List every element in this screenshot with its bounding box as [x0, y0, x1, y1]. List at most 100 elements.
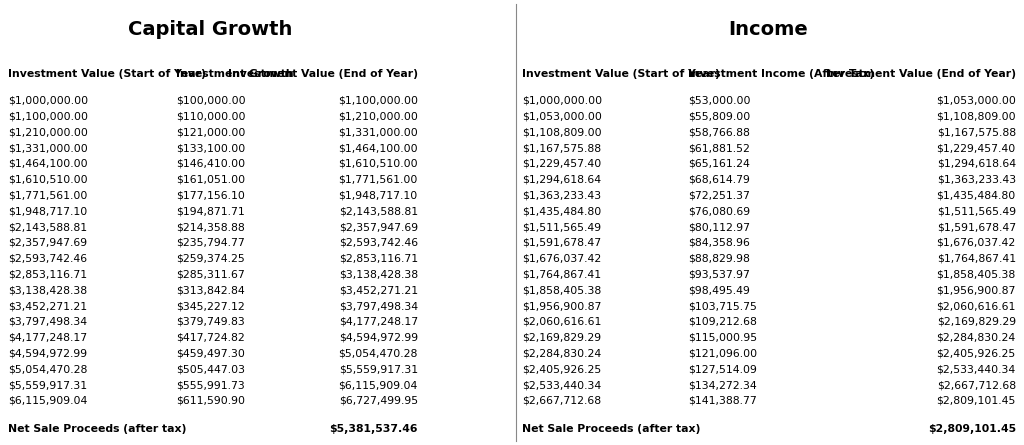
Text: $5,559,917.31: $5,559,917.31 — [339, 364, 418, 374]
Text: $93,537.97: $93,537.97 — [688, 269, 750, 279]
Text: $1,764,867.41: $1,764,867.41 — [522, 269, 601, 279]
Text: $6,727,499.95: $6,727,499.95 — [339, 396, 418, 406]
Text: $2,405,926.25: $2,405,926.25 — [937, 348, 1016, 358]
Text: Investment Value (End of Year): Investment Value (End of Year) — [825, 69, 1016, 79]
Text: Investment Value (Start of Year): Investment Value (Start of Year) — [8, 69, 206, 79]
Text: Investment Value (End of Year): Investment Value (End of Year) — [227, 69, 418, 79]
Text: $4,594,972.99: $4,594,972.99 — [8, 348, 87, 358]
Text: $1,676,037.42: $1,676,037.42 — [937, 238, 1016, 248]
Text: $611,590.90: $611,590.90 — [176, 396, 245, 406]
Text: $1,167,575.88: $1,167,575.88 — [937, 127, 1016, 137]
Text: $133,100.00: $133,100.00 — [176, 143, 246, 153]
Text: $5,054,470.28: $5,054,470.28 — [338, 348, 418, 358]
Text: $379,749.83: $379,749.83 — [176, 317, 245, 327]
Text: $555,991.73: $555,991.73 — [176, 380, 245, 390]
Text: $65,161.24: $65,161.24 — [688, 159, 750, 169]
Text: $1,511,565.49: $1,511,565.49 — [937, 206, 1016, 216]
Text: $1,167,575.88: $1,167,575.88 — [522, 143, 601, 153]
Text: $1,610,510.00: $1,610,510.00 — [338, 159, 418, 169]
Text: $2,284,830.24: $2,284,830.24 — [522, 348, 601, 358]
Text: $68,614.79: $68,614.79 — [688, 174, 750, 185]
Text: $1,000,000.00: $1,000,000.00 — [8, 96, 88, 105]
Text: $1,363,233.43: $1,363,233.43 — [522, 190, 601, 200]
Text: $6,115,909.04: $6,115,909.04 — [8, 396, 88, 406]
Text: $141,388.77: $141,388.77 — [688, 396, 757, 406]
Text: $55,809.00: $55,809.00 — [688, 111, 751, 121]
Text: $1,948,717.10: $1,948,717.10 — [8, 206, 87, 216]
Text: $2,405,926.25: $2,405,926.25 — [522, 364, 601, 374]
Text: $1,000,000.00: $1,000,000.00 — [522, 96, 602, 105]
Text: $2,143,588.81: $2,143,588.81 — [339, 206, 418, 216]
Text: $161,051.00: $161,051.00 — [176, 174, 246, 185]
Text: $1,858,405.38: $1,858,405.38 — [937, 269, 1016, 279]
Text: $80,112.97: $80,112.97 — [688, 222, 751, 232]
Text: $76,080.69: $76,080.69 — [688, 206, 751, 216]
Text: $1,610,510.00: $1,610,510.00 — [8, 174, 88, 185]
Text: $459,497.30: $459,497.30 — [176, 348, 245, 358]
Text: $121,000.00: $121,000.00 — [176, 127, 246, 137]
Text: $1,229,457.40: $1,229,457.40 — [937, 143, 1016, 153]
Text: $2,060,616.61: $2,060,616.61 — [936, 301, 1016, 311]
Text: $4,594,972.99: $4,594,972.99 — [339, 332, 418, 343]
Text: $2,809,101.45: $2,809,101.45 — [936, 396, 1016, 406]
Text: $1,858,405.38: $1,858,405.38 — [522, 285, 601, 295]
Text: $2,667,712.68: $2,667,712.68 — [937, 380, 1016, 390]
Text: $2,060,616.61: $2,060,616.61 — [522, 317, 602, 327]
Text: $1,053,000.00: $1,053,000.00 — [522, 111, 602, 121]
Text: Investment Value (Start of Year): Investment Value (Start of Year) — [522, 69, 720, 79]
Text: $2,593,742.46: $2,593,742.46 — [8, 254, 87, 263]
Text: $1,294,618.64: $1,294,618.64 — [522, 174, 601, 185]
Text: $2,533,440.34: $2,533,440.34 — [937, 364, 1016, 374]
Text: $134,272.34: $134,272.34 — [688, 380, 757, 390]
Text: $2,533,440.34: $2,533,440.34 — [522, 380, 601, 390]
Text: $177,156.10: $177,156.10 — [176, 190, 245, 200]
Text: Investment Income (After Tax): Investment Income (After Tax) — [688, 69, 874, 79]
Text: $1,108,809.00: $1,108,809.00 — [522, 127, 602, 137]
Text: $1,100,000.00: $1,100,000.00 — [8, 111, 88, 121]
Text: $109,212.68: $109,212.68 — [688, 317, 757, 327]
Text: $1,363,233.43: $1,363,233.43 — [937, 174, 1016, 185]
Text: $345,227.12: $345,227.12 — [176, 301, 245, 311]
Text: $61,881.52: $61,881.52 — [688, 143, 750, 153]
Text: $2,809,101.45: $2,809,101.45 — [928, 424, 1016, 434]
Text: $2,357,947.69: $2,357,947.69 — [8, 238, 87, 248]
Text: $285,311.67: $285,311.67 — [176, 269, 245, 279]
Text: $2,169,829.29: $2,169,829.29 — [522, 332, 601, 343]
Text: Investment Growth: Investment Growth — [176, 69, 294, 79]
Text: $2,169,829.29: $2,169,829.29 — [937, 317, 1016, 327]
Text: $84,358.96: $84,358.96 — [688, 238, 750, 248]
Text: $1,956,900.87: $1,956,900.87 — [522, 301, 602, 311]
Text: $103,715.75: $103,715.75 — [688, 301, 757, 311]
Text: $1,771,561.00: $1,771,561.00 — [8, 190, 88, 200]
Text: $1,331,000.00: $1,331,000.00 — [338, 127, 418, 137]
Text: $127,514.09: $127,514.09 — [688, 364, 757, 374]
Text: $1,229,457.40: $1,229,457.40 — [522, 159, 601, 169]
Text: $1,294,618.64: $1,294,618.64 — [937, 159, 1016, 169]
Text: $1,435,484.80: $1,435,484.80 — [937, 190, 1016, 200]
Text: $3,797,498.34: $3,797,498.34 — [339, 301, 418, 311]
Text: $3,452,271.21: $3,452,271.21 — [8, 301, 87, 311]
Text: $2,143,588.81: $2,143,588.81 — [8, 222, 87, 232]
Text: $1,676,037.42: $1,676,037.42 — [522, 254, 601, 263]
Text: $53,000.00: $53,000.00 — [688, 96, 751, 105]
Text: $505,447.03: $505,447.03 — [176, 364, 245, 374]
Text: $98,495.49: $98,495.49 — [688, 285, 750, 295]
Text: $100,000.00: $100,000.00 — [176, 96, 246, 105]
Text: $1,435,484.80: $1,435,484.80 — [522, 206, 601, 216]
Text: $3,138,428.38: $3,138,428.38 — [339, 269, 418, 279]
Text: $1,464,100.00: $1,464,100.00 — [8, 159, 88, 169]
Text: $2,357,947.69: $2,357,947.69 — [339, 222, 418, 232]
Text: $417,724.82: $417,724.82 — [176, 332, 245, 343]
Text: $2,853,116.71: $2,853,116.71 — [8, 269, 87, 279]
Text: $313,842.84: $313,842.84 — [176, 285, 245, 295]
Text: $1,053,000.00: $1,053,000.00 — [936, 96, 1016, 105]
Text: $121,096.00: $121,096.00 — [688, 348, 758, 358]
Text: Net Sale Proceeds (after tax): Net Sale Proceeds (after tax) — [522, 424, 700, 434]
Text: $1,100,000.00: $1,100,000.00 — [338, 96, 418, 105]
Text: $1,764,867.41: $1,764,867.41 — [937, 254, 1016, 263]
Text: $1,210,000.00: $1,210,000.00 — [338, 111, 418, 121]
Text: $1,331,000.00: $1,331,000.00 — [8, 143, 88, 153]
Text: $4,177,248.17: $4,177,248.17 — [339, 317, 418, 327]
Text: $5,559,917.31: $5,559,917.31 — [8, 380, 87, 390]
Text: $146,410.00: $146,410.00 — [176, 159, 246, 169]
